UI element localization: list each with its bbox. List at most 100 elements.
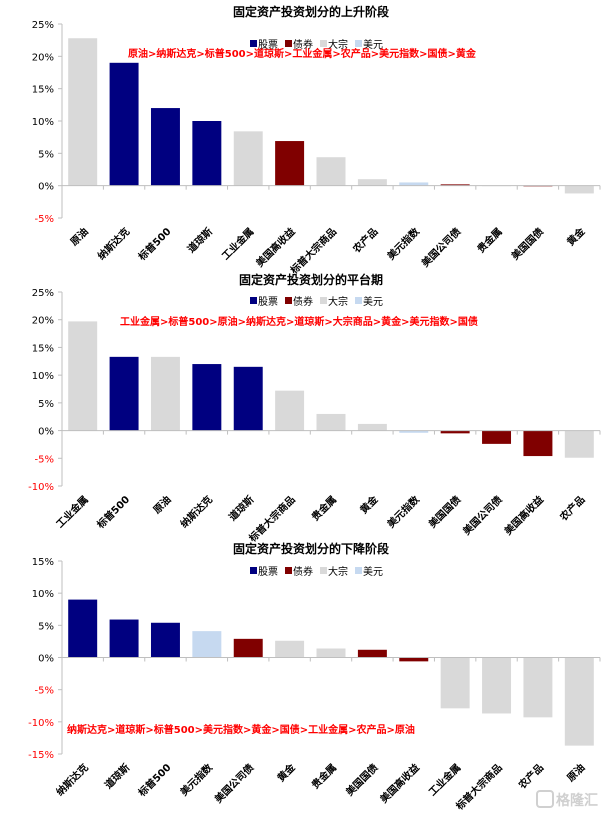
logo-icon — [536, 790, 554, 808]
legend-label: 美元 — [363, 38, 383, 51]
y-tick-label: 5% — [38, 399, 54, 410]
legend-swatch — [320, 40, 327, 47]
bar-美国国债 — [357, 649, 387, 658]
legend: 股票 债券 大宗 美元 — [250, 565, 383, 578]
bar-美国公司债 — [482, 430, 512, 444]
x-tick-label: 美国国债 — [343, 761, 380, 798]
chart-title: 固定资产投资划分的上升阶段 — [233, 4, 390, 19]
x-tick-label: 美元指数 — [177, 760, 215, 798]
legend-label: 大宗 — [328, 565, 348, 578]
bar-贵金属 — [316, 648, 346, 658]
y-tick-label: 10% — [32, 117, 54, 128]
y-tick-label: -10% — [28, 718, 54, 729]
x-tick-label: 贵金属 — [309, 761, 339, 791]
y-tick-label: 20% — [32, 316, 54, 327]
x-tick-label: 贵金属 — [309, 493, 339, 523]
y-tick-label: -15% — [28, 750, 54, 761]
bar-工业金属 — [233, 131, 263, 186]
y-tick-label: -5% — [35, 214, 54, 225]
y-tick-label: 5% — [38, 149, 54, 160]
x-tick-label: 美国高收益 — [253, 225, 298, 270]
ranking-annotation: 工业金属>标普500>原油>纳斯达克>道琼斯>大宗商品>黄金>美元指数>国债 — [120, 315, 478, 328]
chart-panel-1: 固定资产投资划分的上升阶段 -5% 0% 5% 10% 15% 20% 25% 原油 纳斯达克 标普… — [32, 4, 601, 277]
bar-道琼斯 — [192, 121, 222, 186]
x-tick-label: 农产品 — [349, 225, 380, 256]
bar-农产品 — [523, 657, 553, 718]
legend-label: 大宗 — [328, 38, 348, 51]
y-tick-label: 20% — [32, 52, 54, 63]
bar-美国国债 — [440, 430, 470, 434]
x-tick-label: 贵金属 — [474, 225, 504, 255]
x-tick-label: 纳斯达克 — [95, 225, 132, 262]
bar-标普500 — [109, 356, 139, 431]
legend-label: 股票 — [258, 296, 278, 308]
x-tick-label: 美国高收益 — [377, 761, 422, 806]
legend-swatch — [250, 567, 257, 574]
x-tick-label: 黄金 — [564, 224, 588, 248]
y-tick-label: 0% — [38, 427, 54, 438]
bar-标普大宗商品 — [482, 657, 512, 714]
y-tick-label: 15% — [32, 85, 54, 96]
x-tick-label: 原油 — [150, 493, 173, 516]
bar-道琼斯 — [233, 366, 263, 431]
bar-标普大宗商品 — [275, 390, 305, 431]
x-tick-label: 黄金 — [274, 760, 298, 784]
x-tick-label: 美元指数 — [384, 224, 422, 262]
watermark-text: 格隆汇 — [556, 792, 598, 809]
x-tick-label: 纳斯达克 — [53, 761, 90, 798]
legend-label: 债券 — [293, 565, 313, 578]
x-tick-label: 美国国债 — [509, 225, 546, 262]
y-tick-label: 10% — [32, 589, 54, 600]
x-tick-label: 工业金属 — [426, 761, 463, 798]
bar-农产品 — [564, 430, 594, 458]
bar-农产品 — [357, 179, 387, 186]
watermark-logo: 格隆汇 — [536, 790, 598, 809]
bar-工业金属 — [440, 657, 470, 709]
legend-label: 美元 — [363, 565, 383, 578]
x-tick-label: 原油 — [564, 761, 587, 784]
x-tick-label: 工业金属 — [53, 493, 90, 530]
legend-label: 债券 — [293, 295, 313, 308]
legend-swatch — [250, 297, 257, 304]
x-tick-label: 黄金 — [357, 492, 381, 516]
y-tick-label: 0% — [38, 182, 54, 193]
bar-纳斯达克 — [192, 364, 222, 431]
legend: 股票 债券 大宗 美元 — [250, 38, 383, 51]
legend-swatch — [355, 40, 362, 47]
bar-美元指数 — [192, 631, 222, 658]
legend-label: 债券 — [293, 38, 313, 51]
y-tick-label: 25% — [32, 20, 54, 31]
x-tick-label: 标普500 — [93, 493, 132, 532]
bar-美国高收益 — [523, 430, 553, 457]
x-tick-label: 纳斯达克 — [177, 493, 214, 530]
y-tick-label: 15% — [32, 557, 54, 568]
legend-swatch — [250, 40, 257, 47]
bar-美国高收益 — [275, 141, 305, 186]
bar-美国高收益 — [399, 657, 429, 662]
legend-swatch — [285, 567, 292, 574]
bar-美元指数 — [399, 182, 429, 186]
bar-美元指数 — [399, 430, 429, 433]
x-tick-label: 农产品 — [515, 761, 546, 792]
y-tick-label: 25% — [32, 288, 54, 299]
legend-swatch — [285, 297, 292, 304]
x-tick-label: 美国公司债 — [212, 761, 257, 806]
x-tick-label: 美元指数 — [384, 492, 422, 530]
x-tick-label: 美国高收益 — [501, 493, 546, 538]
bar-标普大宗商品 — [316, 157, 346, 186]
bar-黄金 — [275, 640, 305, 658]
x-tick-label: 美国公司债 — [460, 493, 505, 538]
y-tick-label: -5% — [35, 686, 54, 697]
chart-title: 固定资产投资划分的下降阶段 — [233, 541, 390, 556]
bar-贵金属 — [316, 413, 346, 431]
x-tick-label: 原油 — [67, 225, 90, 248]
bar-道琼斯 — [109, 619, 139, 658]
legend-label: 股票 — [258, 39, 278, 51]
bar-原油 — [68, 38, 98, 186]
bar-黄金 — [357, 423, 387, 431]
bar-黄金 — [564, 185, 594, 194]
chart-panel-3: 固定资产投资划分的下降阶段 -15% -10% -5% 0% 5% 10% 15% 纳斯达克 道琼… — [28, 541, 601, 813]
ranking-annotation: 纳斯达克>道琼斯>标普500>美元指数>黄金>国债>工业金属>农产品>原油 — [67, 723, 415, 736]
bar-纳斯达克 — [109, 62, 139, 186]
